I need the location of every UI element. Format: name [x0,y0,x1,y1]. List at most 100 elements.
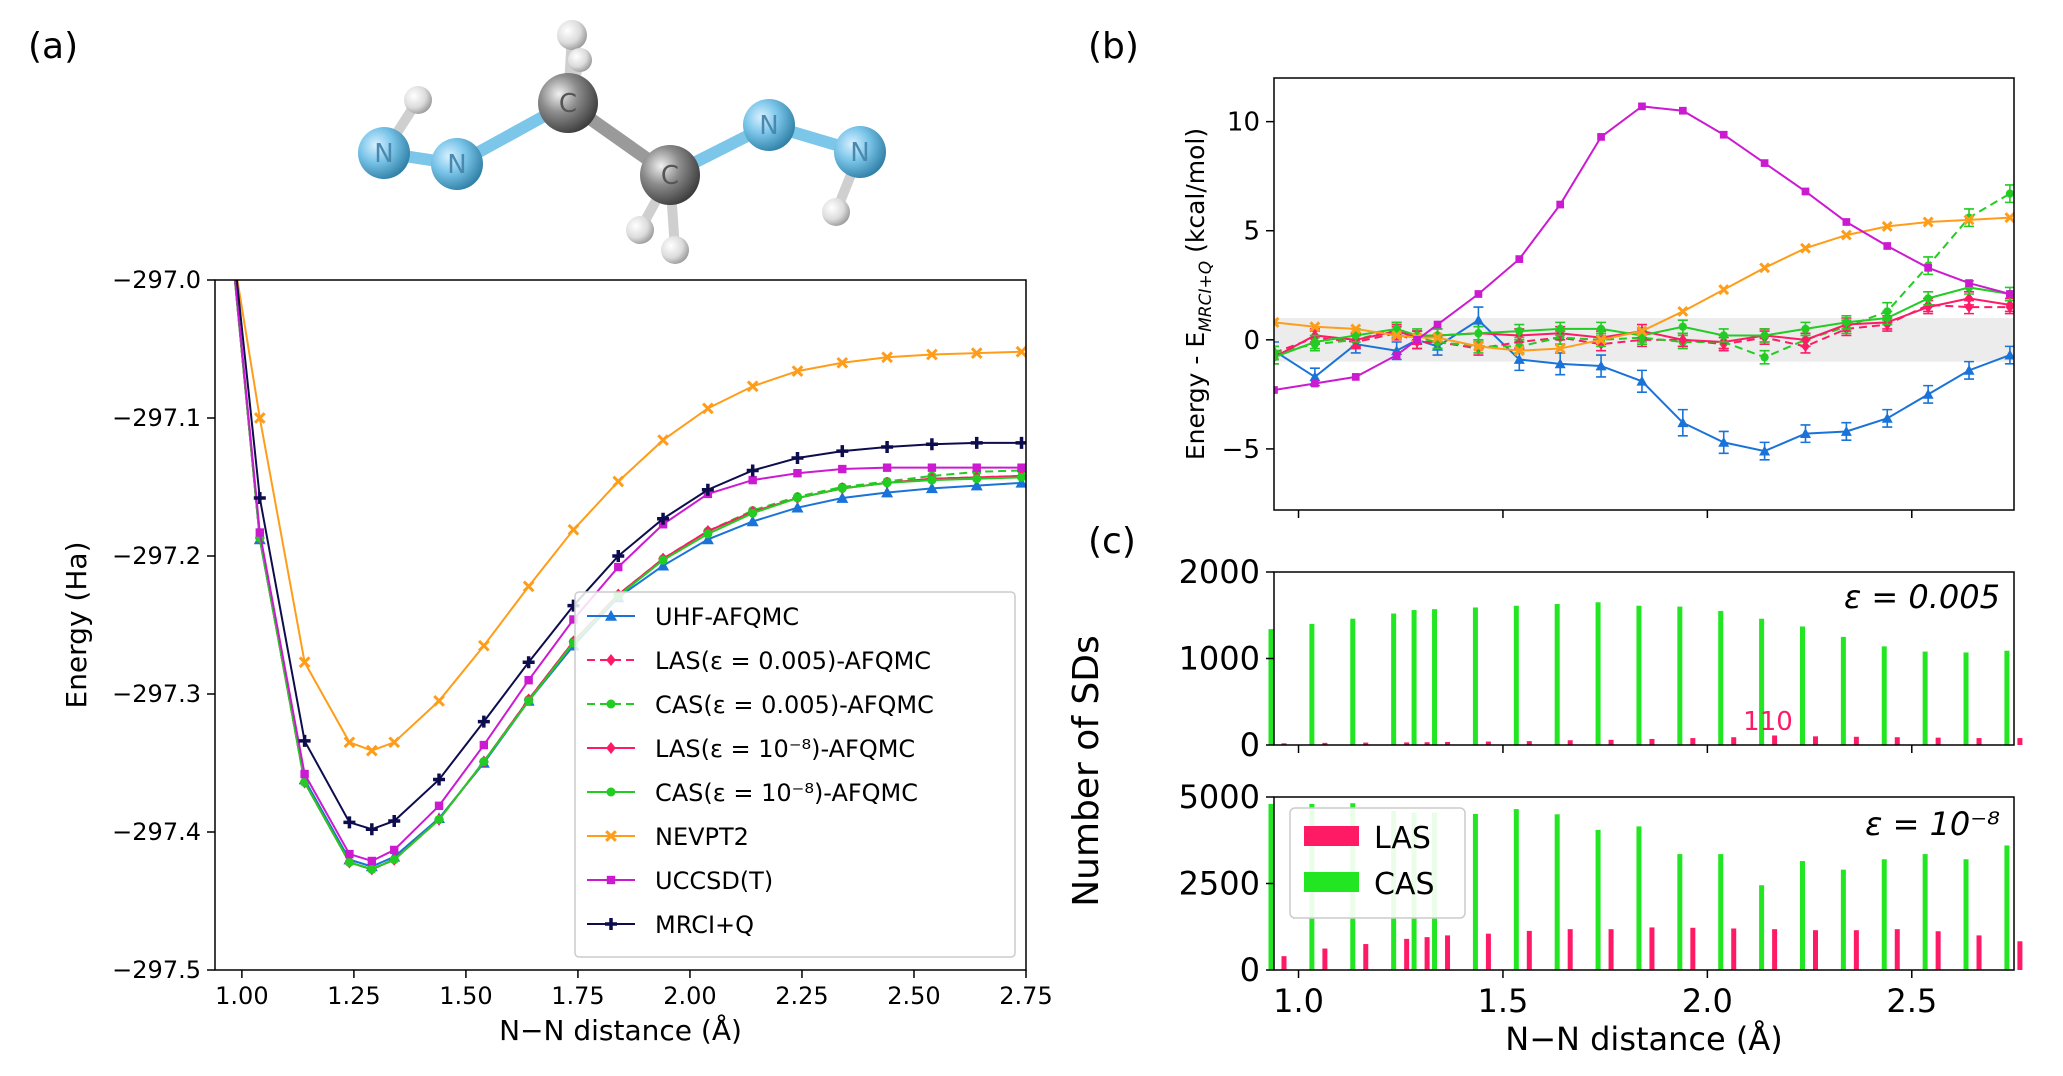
data-point-marker [1391,329,1403,341]
panel-label-b: (b) [1088,26,1139,67]
data-point-marker [253,412,266,424]
data-point-marker [746,515,759,527]
bar-cas [1963,652,1969,745]
bar-las [1608,929,1614,970]
data-point-marker [211,69,219,77]
data-point-marker [972,463,981,472]
bar-las [1363,944,1369,970]
data-point-marker [390,845,399,855]
data-point-marker [1309,371,1321,382]
chart-panel-b: −5 0 5 10 Energy - EMRCI+Q (kcal/mol) [1181,77,2015,518]
data-point-marker [1881,220,1893,232]
data-point-marker [746,464,759,477]
data-point-marker [1309,321,1321,333]
data-point-marker [1760,353,1769,362]
y-tick-label: 5 [1243,217,1260,247]
data-point-marker [1554,358,1566,369]
data-point-marker [1472,340,1484,352]
atom-h [557,20,587,50]
data-point-marker [1413,335,1421,344]
data-point-marker [1760,159,1769,167]
data-point-marker [1718,284,1730,296]
data-point-marker [791,452,804,465]
panel-label-c: (c) [1088,521,1136,562]
data-point-marker [1513,345,1525,357]
data-point-marker [210,67,220,79]
bar-las [1935,737,1941,745]
data-point-marker [1392,351,1401,359]
bar-las [1772,929,1778,970]
data-point-marker [1556,324,1565,334]
data-point-marker [255,528,265,537]
y-tick-label: 5000 [1179,778,1260,816]
series-group [1274,102,2014,461]
bar-cas [1350,618,1356,745]
bar-las [1812,736,1818,745]
data-point-marker [926,348,938,361]
data-point-marker [605,610,617,621]
atom-n [431,138,483,190]
data-point-marker [209,67,221,78]
y-tick-label: 2000 [1179,553,1260,591]
data-point-marker [1311,379,1319,388]
data-point-marker [1432,332,1444,344]
plot-frame [1273,77,2015,511]
atom-n [358,127,410,179]
bar-cas [1922,651,1928,745]
data-point-marker [1677,417,1689,428]
molecule-diagram: N N C C N N [358,20,886,264]
data-point-marker [791,501,804,513]
data-point-marker [1556,200,1565,209]
panel-label-a: (a) [28,26,78,67]
data-point-marker [1636,325,1648,337]
data-point-marker [1924,294,1933,303]
legend-label: UCCSD(T) [655,867,773,895]
data-point-marker [837,483,847,493]
error-bar [1274,349,1279,365]
data-point-marker [1964,292,1974,304]
data-point-marker [881,351,893,364]
data-point-marker [367,856,377,866]
bar-las [1424,937,1430,970]
data-point-marker [836,445,849,458]
data-point-marker [606,875,616,885]
bar-cas [1268,803,1274,970]
data-point-marker [1515,255,1524,263]
bar-cas [1268,629,1274,745]
data-point-marker [881,486,894,498]
atom-h [661,236,689,264]
data-point-marker [2004,349,2014,360]
data-point-marker [925,482,938,494]
data-point-marker [2005,189,2014,198]
data-point-marker [1759,445,1771,456]
y-tick-label: −297.1 [112,404,201,432]
bar-las [1281,956,1287,970]
data-point-marker [365,823,378,836]
data-point-marker [1923,301,1933,313]
atom-label: N [759,111,778,141]
bar-las [1281,743,1287,745]
data-point-marker [1274,353,1279,362]
data-point-marker [522,656,535,669]
bar-cas [1881,646,1887,745]
bar-las [1976,935,1982,970]
data-point-marker [1881,412,1893,423]
bar-cas [1472,607,1478,745]
bar-las [1404,938,1410,970]
x-axis-label: N−N distance (Å) [499,1013,742,1047]
data-point-marker [1554,343,1566,355]
y-tick-label: −297.2 [112,542,201,570]
data-point-marker [748,475,757,485]
data-point-marker [1719,130,1728,139]
data-point-marker [1433,320,1442,329]
x-tick-label: 1.5 [1478,982,1529,1020]
y-tick-label: −297.3 [112,680,201,708]
data-point-marker [882,463,892,472]
atom-h [822,198,850,226]
data-point-marker [1678,322,1687,331]
data-point-marker [210,67,220,79]
data-point-marker [658,555,668,565]
bar-las [1567,929,1573,970]
bar-cas [1881,859,1887,970]
data-point-marker [1595,334,1607,346]
